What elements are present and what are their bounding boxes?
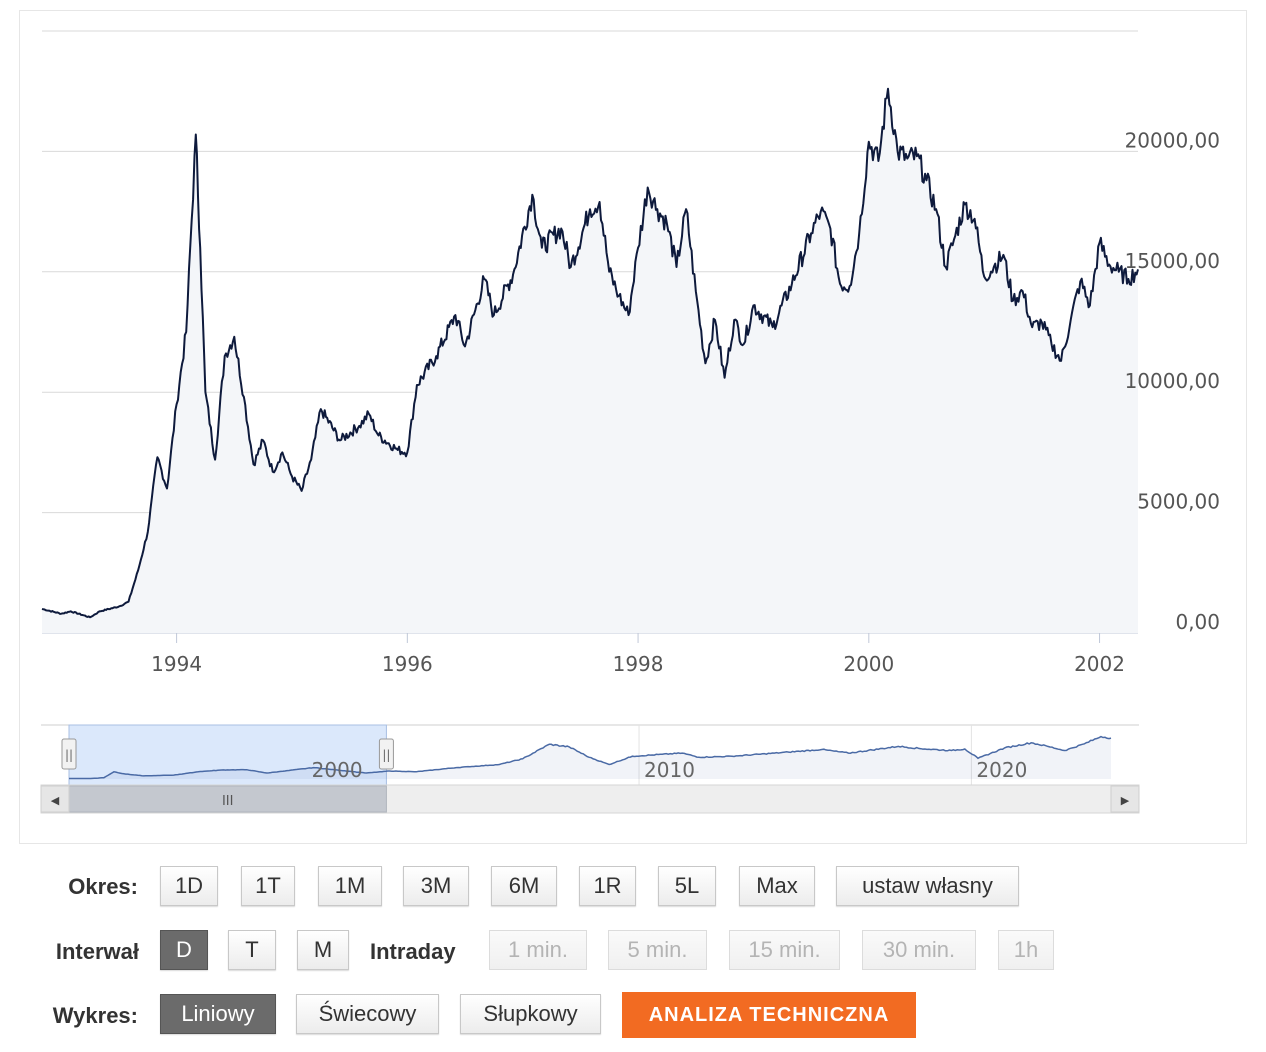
price-chart: 0,00 5000,00 10000,00 15000,00 20000,00 1994… [40, 30, 1220, 814]
period-6m-button[interactable]: 6M [491, 866, 557, 906]
x-tick-label: 2002 [1074, 652, 1125, 676]
period-1t-button[interactable]: 1T [241, 866, 295, 906]
interval-d-button[interactable]: D [160, 930, 208, 970]
period-1m-button[interactable]: 1M [318, 866, 382, 906]
okres-label: Okres: [68, 874, 138, 899]
handle-grip-icon: || [65, 748, 73, 762]
interval-t-button[interactable]: T [228, 930, 276, 970]
scroll-right-button[interactable] [1110, 785, 1140, 813]
arrow-right-icon: ▶ [1121, 794, 1130, 807]
period-max-button[interactable]: Max [739, 866, 815, 906]
chart-candle-button[interactable]: Świecowy [296, 994, 439, 1034]
y-tick-label: 0,00 [1175, 610, 1220, 634]
intraday-1h-button[interactable]: 1h [998, 930, 1054, 970]
navigator-line [69, 735, 1112, 780]
x-tick-label: 1998 [613, 652, 664, 676]
period-5l-button[interactable]: 5L [658, 866, 716, 906]
navigator-tick-label: 2010 [644, 758, 695, 782]
intraday-1min-button[interactable]: 1 min. [489, 930, 587, 970]
navigator-selection[interactable] [68, 724, 387, 786]
period-1r-button[interactable]: 1R [579, 866, 636, 906]
x-tick-label: 1996 [382, 652, 433, 676]
scrollbar-thumb[interactable] [68, 785, 387, 813]
chart-container: 0,00 5000,00 10000,00 15000,00 20000,00 1994… [19, 10, 1247, 844]
intraday-label: Intraday [370, 939, 456, 964]
interval-m-button[interactable]: M [297, 930, 349, 970]
handle-grip-icon: || [382, 748, 390, 762]
price-line [41, 87, 1139, 619]
x-tick-label: 1994 [151, 652, 202, 676]
scrollbar-grip-icon: III [222, 794, 234, 809]
y-tick-label: 15000,00 [1125, 249, 1220, 273]
y-tick-label: 20000,00 [1125, 128, 1220, 152]
navigator-tick-label: 2020 [976, 758, 1027, 782]
navigator-tick-label: 2000 [312, 758, 363, 782]
price-area [42, 88, 1138, 634]
scroll-left-button[interactable] [40, 785, 70, 813]
navigator-left-handle[interactable]: || [61, 738, 77, 770]
intraday-5min-button[interactable]: 5 min. [608, 930, 707, 970]
interwal-label: Interwał [55, 939, 139, 964]
x-tick-label: 2000 [843, 652, 894, 676]
technical-analysis-button[interactable]: ANALIZA TECHNICZNA [622, 992, 916, 1038]
period-custom-button[interactable]: ustaw własny [836, 866, 1019, 906]
chart-line-button[interactable]: Liniowy [160, 994, 276, 1034]
navigator-right-handle[interactable]: || [378, 738, 394, 770]
y-tick-label: 5000,00 [1137, 490, 1220, 514]
navigator-scrollbar[interactable]: III ◀ ▶ [40, 784, 1140, 814]
intraday-15min-button[interactable]: 15 min. [729, 930, 840, 970]
intraday-30min-button[interactable]: 30 min. [862, 930, 976, 970]
y-tick-label: 10000,00 [1125, 369, 1220, 393]
period-1d-button[interactable]: 1D [160, 866, 218, 906]
chart-bar-button[interactable]: Słupkowy [460, 994, 601, 1034]
wykres-label: Wykres: [52, 1003, 138, 1028]
arrow-left-icon: ◀ [51, 794, 60, 807]
period-3m-button[interactable]: 3M [403, 866, 469, 906]
navigator[interactable]: 2000 2010 2020 || || III ◀ ▶ [40, 724, 1140, 814]
chart-controls: Okres: 1D 1T 1M 3M 6M 1R 5L Max ustaw wł… [0, 860, 1266, 1050]
